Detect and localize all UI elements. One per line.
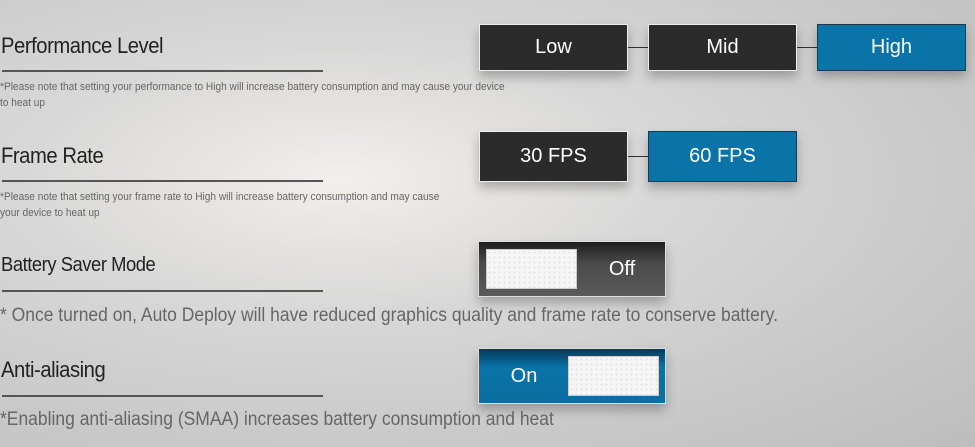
- divider: [2, 70, 323, 72]
- anti-aliasing-note: *Enabling anti-aliasing (SMAA) increases…: [0, 409, 554, 430]
- battery-saver-note: * Once turned on, Auto Deploy will have …: [0, 305, 778, 326]
- performance-high-button[interactable]: High: [817, 24, 966, 71]
- toggle-knob: [486, 249, 577, 289]
- performance-note: *Please note that setting your performan…: [0, 81, 505, 109]
- toggle-knob: [568, 356, 659, 396]
- fps-30-button[interactable]: 30 FPS: [479, 131, 628, 182]
- frame-rate-note: *Please note that setting your frame rat…: [0, 191, 440, 219]
- fps-60-button[interactable]: 60 FPS: [648, 131, 797, 182]
- performance-low-button[interactable]: Low: [479, 24, 628, 71]
- performance-level-title: Performance Level: [1, 33, 164, 58]
- anti-aliasing-toggle[interactable]: On: [478, 348, 666, 404]
- connector: [628, 47, 648, 48]
- divider: [2, 395, 323, 397]
- performance-mid-button[interactable]: Mid: [648, 24, 797, 71]
- divider: [2, 180, 323, 182]
- toggle-state-label: On: [510, 364, 538, 387]
- battery-saver-title: Battery Saver Mode: [1, 254, 156, 276]
- anti-aliasing-title: Anti-aliasing: [1, 357, 106, 382]
- battery-saver-toggle[interactable]: Off: [478, 241, 666, 297]
- connector: [628, 156, 648, 157]
- frame-rate-title: Frame Rate: [1, 143, 104, 168]
- connector: [797, 47, 817, 48]
- toggle-state-label: Off: [608, 257, 636, 280]
- divider: [2, 290, 323, 292]
